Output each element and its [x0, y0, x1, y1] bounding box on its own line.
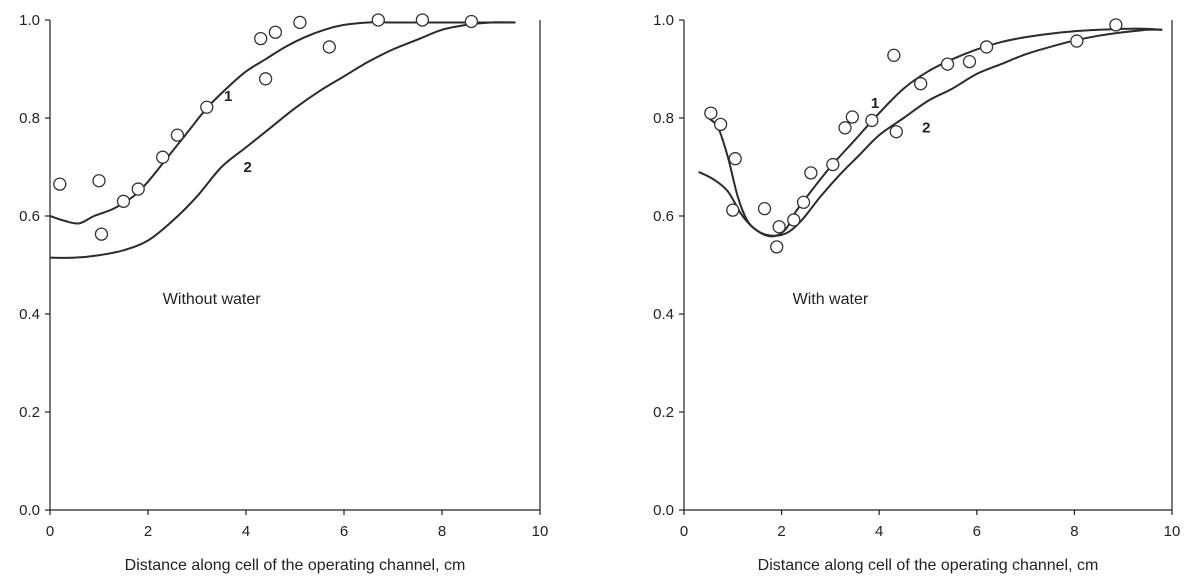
- data-point: [962, 55, 977, 69]
- data-point: [415, 13, 430, 27]
- x-tick-label: 10: [1164, 523, 1181, 540]
- y-tick-label: 0.2: [19, 404, 40, 421]
- y-tick-label: 0.0: [19, 502, 40, 519]
- series-line-1: [49, 21, 516, 225]
- data-point: [200, 100, 214, 114]
- chart-without-water: 0.0 0.2 0.4 0.6 0.8 1.0 0 2 4 6 8 10 Distance along …: [19, 12, 548, 574]
- x-tick-label: 10: [532, 523, 549, 540]
- data-point: [116, 194, 131, 208]
- x-tick-label: 8: [1070, 523, 1078, 540]
- data-point: [713, 117, 728, 132]
- x-tick-label: 8: [438, 523, 446, 540]
- y-tick-label: 0.8: [19, 110, 40, 127]
- x-tick-label: 4: [875, 523, 883, 540]
- data-point: [170, 128, 185, 142]
- data-point: [804, 166, 818, 180]
- data-point: [131, 182, 145, 196]
- data-point: [254, 31, 268, 46]
- series-label-2: 2: [244, 159, 252, 176]
- y-tick-label: 1.0: [19, 12, 40, 29]
- y-tick-label: 0.8: [653, 110, 674, 127]
- data-point: [1070, 34, 1084, 48]
- data-point: [887, 48, 901, 62]
- data-point: [940, 57, 955, 71]
- series-label-1: 1: [224, 88, 232, 105]
- data-point: [865, 113, 879, 128]
- data-point: [914, 77, 928, 91]
- x-tick-label: 0: [46, 523, 54, 540]
- data-point: [726, 203, 740, 217]
- data-point: [838, 121, 852, 135]
- y-tick-label: 0.6: [653, 208, 674, 225]
- chart-with-water: 0.0 0.2 0.4 0.6 0.8 1.0 0 2 4 6 8 10 Distance along …: [653, 12, 1180, 574]
- data-point: [772, 220, 786, 234]
- data-point: [787, 213, 801, 227]
- x-tick-label: 0: [680, 523, 688, 540]
- series-line-2: [49, 21, 516, 259]
- y-tick-label: 0.4: [19, 306, 40, 323]
- data-point: [889, 125, 903, 139]
- x-tick-label: 6: [973, 523, 981, 540]
- data-point: [1109, 18, 1123, 32]
- x-tick-label: 2: [777, 523, 785, 540]
- data-point: [53, 177, 67, 191]
- data-point: [371, 13, 385, 27]
- axis-frame: [49, 20, 541, 511]
- x-tick-label: 6: [340, 523, 348, 540]
- data-point: [796, 195, 811, 209]
- data-point: [464, 14, 479, 29]
- data-point: [757, 201, 772, 216]
- y-tick-label: 0.0: [653, 502, 674, 519]
- y-tick-label: 1.0: [653, 12, 674, 29]
- data-point: [268, 25, 283, 39]
- series-line-1: [707, 27, 1163, 238]
- data-point: [293, 15, 307, 30]
- series-label-2: 2: [922, 120, 930, 137]
- data-point: [322, 40, 336, 54]
- data-point: [258, 72, 273, 86]
- axis-frame: [683, 20, 1173, 511]
- x-tick-label: 2: [144, 523, 152, 540]
- data-point: [728, 152, 742, 166]
- data-point: [704, 106, 718, 120]
- x-tick-label: 4: [242, 523, 250, 540]
- data-point: [770, 240, 784, 254]
- y-tick-label: 0.6: [19, 208, 40, 225]
- data-point: [826, 157, 840, 172]
- chart-annotation: Without water: [163, 291, 261, 308]
- x-axis-label: Distance along cell of the operating cha…: [125, 557, 466, 574]
- y-tick-label: 0.4: [653, 306, 674, 323]
- x-axis-label: Distance along cell of the operating cha…: [758, 557, 1099, 574]
- data-point: [845, 110, 860, 124]
- series-label-1: 1: [871, 95, 879, 112]
- chart-annotation: With water: [793, 291, 869, 308]
- data-point: [156, 150, 170, 164]
- data-point: [92, 174, 106, 188]
- data-point: [94, 227, 109, 241]
- data-point: [979, 40, 994, 54]
- y-tick-label: 0.2: [653, 404, 674, 421]
